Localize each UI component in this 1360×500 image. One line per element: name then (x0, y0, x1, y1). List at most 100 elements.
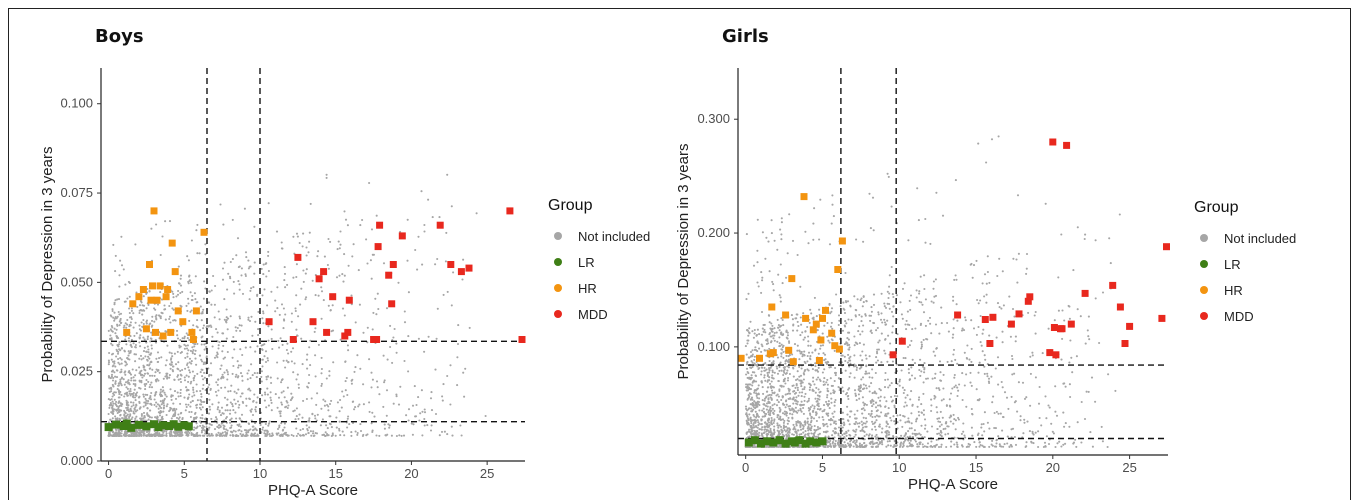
not-included-point (919, 358, 922, 361)
not-included-point (113, 311, 116, 314)
not-included-point (816, 370, 820, 373)
not-included-point (798, 391, 801, 394)
not-included-point (1013, 315, 1016, 318)
not-included-point (189, 310, 192, 313)
not-included-point (932, 350, 935, 353)
not-included-point (991, 444, 994, 447)
not-included-point (780, 369, 783, 372)
not-included-point (796, 411, 799, 414)
not-included-point (423, 417, 426, 421)
not-included-point (249, 346, 252, 349)
not-included-point (804, 430, 807, 433)
not-included-point (837, 323, 840, 327)
not-included-point (907, 439, 910, 442)
not-included-point (129, 340, 132, 343)
not-included-point (267, 269, 270, 273)
not-included-point (239, 364, 242, 367)
not-included-point (456, 356, 459, 359)
not-included-point (140, 434, 143, 437)
not-included-point (815, 315, 818, 318)
not-included-point (186, 255, 189, 258)
not-included-point (849, 372, 852, 375)
not-included-point (311, 432, 315, 435)
not-included-point (153, 398, 156, 401)
not-included-point (252, 286, 255, 289)
not-included-point (132, 401, 135, 404)
not-included-point (1027, 311, 1030, 314)
not-included-point (262, 310, 265, 313)
not-included-point (172, 308, 175, 311)
not-included-point (352, 243, 355, 246)
not-included-point (264, 350, 268, 353)
not-included-point (327, 409, 330, 412)
not-included-point (267, 202, 270, 205)
not-included-point (1108, 237, 1111, 240)
not-included-point (209, 387, 212, 390)
not-included-point (423, 408, 426, 411)
not-included-point (227, 390, 230, 393)
not-included-point (776, 356, 780, 359)
not-included-point (267, 325, 270, 328)
not-included-point (199, 424, 202, 427)
not-included-point (834, 398, 837, 402)
mdd-point (341, 332, 349, 340)
not-included-point (157, 411, 160, 414)
not-included-point (231, 372, 234, 375)
not-included-point (309, 339, 312, 342)
not-included-point (395, 342, 398, 345)
not-included-point (120, 358, 123, 361)
not-included-point (767, 421, 771, 424)
not-included-point (1034, 376, 1037, 379)
not-included-point (280, 401, 283, 404)
not-included-point (234, 430, 237, 433)
not-included-point (144, 384, 147, 387)
not-included-point (850, 318, 853, 321)
not-included-point (819, 344, 822, 347)
not-included-point (941, 416, 944, 419)
not-included-point (240, 274, 243, 277)
not-included-point (294, 418, 297, 421)
not-included-point (860, 320, 863, 323)
not-included-point (442, 383, 445, 386)
not-included-point (176, 293, 180, 296)
not-included-point (374, 297, 377, 300)
not-included-point (1023, 418, 1026, 421)
not-included-point (761, 409, 764, 412)
not-included-point (383, 423, 386, 426)
not-included-point (265, 406, 268, 409)
not-included-point (186, 337, 189, 340)
not-included-point (205, 326, 208, 329)
not-included-point (221, 434, 224, 438)
not-included-point (886, 440, 889, 443)
not-included-point (972, 327, 976, 330)
not-included-point (220, 364, 223, 367)
not-included-point (767, 314, 770, 317)
not-included-point (183, 396, 186, 399)
not-included-point (234, 402, 237, 405)
not-included-point (441, 395, 444, 398)
not-included-point (940, 443, 943, 446)
not-included-point (946, 321, 949, 325)
not-included-point (944, 427, 947, 430)
not-included-point (194, 427, 198, 430)
not-included-point (199, 403, 202, 406)
not-included-point (826, 425, 829, 428)
not-included-point (777, 424, 780, 427)
not-included-point (1037, 430, 1040, 433)
not-included-point (845, 434, 848, 437)
not-included-point (935, 406, 938, 409)
not-included-point (770, 380, 773, 383)
not-included-point (891, 360, 894, 363)
not-included-point (770, 393, 773, 397)
not-included-point (357, 269, 360, 272)
not-included-point (231, 257, 234, 261)
not-included-point (785, 414, 788, 417)
x-tick-label: 5 (181, 466, 188, 481)
not-included-point (142, 417, 145, 420)
not-included-point (301, 416, 304, 419)
not-included-point (125, 406, 128, 409)
not-included-point (853, 413, 856, 416)
not-included-point (871, 428, 874, 431)
not-included-point (377, 307, 380, 311)
not-included-point (831, 434, 834, 437)
